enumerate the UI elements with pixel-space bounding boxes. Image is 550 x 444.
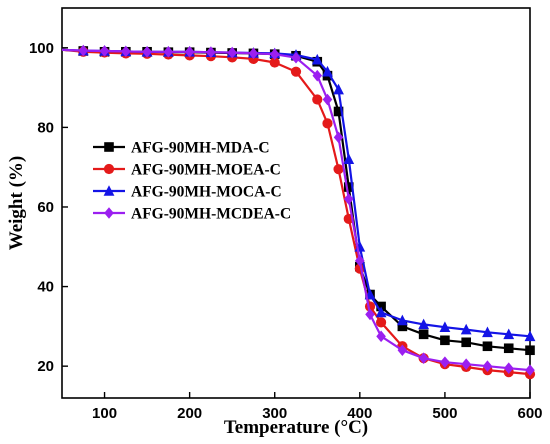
data-point [248, 47, 259, 60]
data-point [163, 45, 174, 58]
x-tick-label: 500 [432, 405, 457, 422]
data-point [376, 301, 386, 312]
data-point [343, 193, 354, 205]
data-point [206, 46, 216, 58]
legend-item-1: AFG-90MH-MDA-C [93, 140, 270, 157]
legend-item-4: AFG-90MH-MCDEA-C [93, 206, 291, 223]
legend-item-3: AFG-90MH-MOCA-C [93, 184, 282, 201]
data-point [99, 45, 110, 57]
data-point [440, 356, 450, 368]
legend-marker [104, 207, 114, 219]
x-tick-label: 400 [347, 405, 372, 422]
data-point [460, 323, 472, 335]
data-point [269, 57, 280, 68]
data-point [227, 46, 237, 59]
legend-marker [104, 142, 114, 152]
legend-label: AFG-90MH-MCDEA-C [131, 206, 291, 223]
axes: 100 200 300 400 500 600 20 40 60 80 100 [29, 7, 543, 422]
data-point [333, 83, 344, 95]
data-point [355, 254, 365, 267]
y-tick-label: 60 [37, 199, 54, 216]
data-point [121, 45, 131, 58]
data-point [142, 45, 152, 58]
data-point [78, 44, 89, 57]
data-point [440, 335, 450, 346]
data-point [290, 66, 302, 77]
data-point [312, 69, 323, 82]
x-tick-label: 300 [262, 405, 287, 422]
data-point [503, 343, 514, 354]
y-tick-label: 100 [29, 40, 54, 57]
legend-item-2: AFG-90MH-MOEA-C [93, 162, 281, 179]
series-layer [61, 44, 536, 380]
data-point [439, 321, 451, 332]
legend-label: AFG-90MH-MOCA-C [131, 184, 282, 201]
data-point [376, 330, 386, 343]
data-point [397, 321, 408, 332]
data-point [461, 358, 471, 370]
data-point [482, 341, 493, 352]
data-point [418, 329, 429, 340]
data-point [503, 362, 514, 374]
data-point [343, 153, 355, 165]
y-tick-label: 20 [37, 358, 54, 375]
data-point [461, 337, 471, 348]
data-point [482, 326, 493, 338]
data-point [322, 65, 333, 77]
data-point [269, 48, 280, 60]
data-point [524, 330, 536, 342]
data-point [333, 106, 344, 117]
data-point [333, 131, 344, 144]
data-point [322, 93, 333, 106]
data-point [311, 53, 323, 65]
data-point [503, 328, 515, 340]
legend-marker [103, 163, 115, 175]
data-point [397, 344, 408, 357]
legend: AFG-90MH-MDA-C AFG-90MH-MOEA-C AFG-90MH-MO… [93, 140, 291, 223]
data-point [184, 45, 195, 58]
data-point [333, 164, 344, 175]
data-point [291, 51, 301, 64]
data-point [525, 364, 535, 376]
x-tick-label: 600 [517, 405, 542, 422]
plot-frame [61, 7, 531, 399]
y-tick-label: 40 [37, 279, 54, 296]
data-point [375, 317, 387, 328]
x-axis-title: Temperature (°C) [224, 417, 368, 438]
data-point [343, 182, 354, 192]
data-point [418, 352, 429, 365]
legend-label: AFG-90MH-MDA-C [131, 140, 270, 157]
data-point [365, 308, 375, 321]
data-point [375, 306, 387, 318]
data-point [396, 314, 408, 326]
data-point [312, 94, 323, 105]
y-axis-title: Weight (%) [6, 156, 27, 250]
data-point [322, 118, 333, 129]
data-point [525, 345, 535, 356]
data-point [482, 360, 493, 372]
x-tick-label: 100 [92, 405, 117, 422]
x-tick-label: 200 [177, 405, 202, 422]
y-tick-label: 80 [37, 119, 54, 136]
data-point [418, 318, 430, 330]
series-4 [61, 44, 535, 376]
legend-label: AFG-90MH-MOEA-C [131, 162, 281, 179]
series-1 [61, 46, 535, 356]
legend-marker [103, 185, 115, 196]
